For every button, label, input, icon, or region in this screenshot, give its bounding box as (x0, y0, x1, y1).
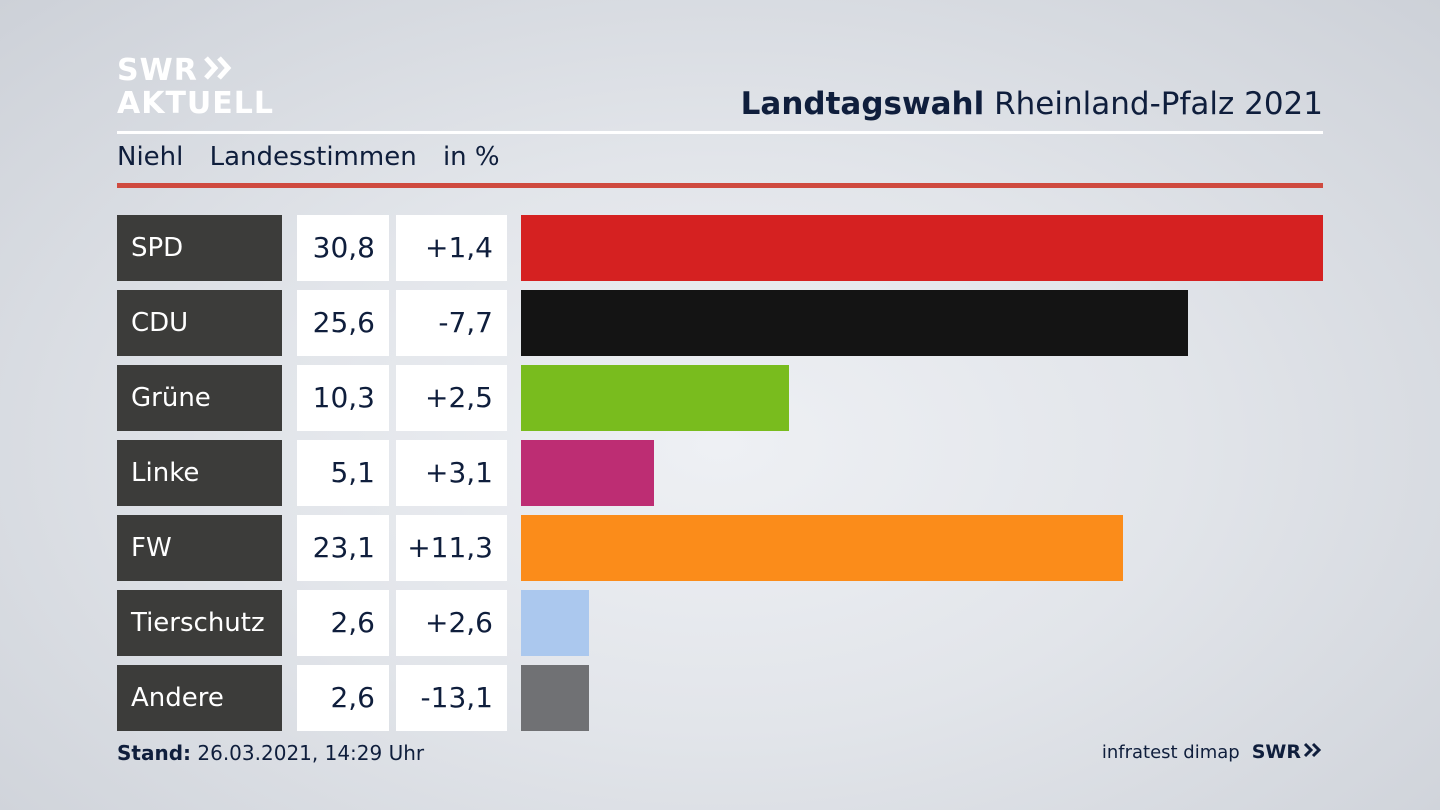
stand-label: Stand: (117, 741, 192, 765)
vote-share-bar (521, 215, 1323, 281)
party-label: Grüne (117, 365, 282, 431)
double-chevron-icon (203, 54, 234, 87)
party-label: SPD (117, 215, 282, 281)
vote-share-value: 5,1 (297, 440, 389, 506)
subtitle-place: Niehl (117, 142, 184, 172)
title-rest: Rheinland-Pfalz 2021 (994, 86, 1323, 122)
vote-change-value: +1,4 (396, 215, 507, 281)
vote-change-value: -13,1 (396, 665, 507, 731)
subtitle: Niehl Landesstimmen in % (117, 142, 518, 172)
vote-change-value: +2,5 (396, 365, 507, 431)
double-chevron-small-icon (1303, 742, 1323, 763)
vote-change-value: +11,3 (396, 515, 507, 581)
result-row: SPD 30,8 +1,4 (117, 215, 1323, 281)
result-row: Linke 5,1 +3,1 (117, 440, 1323, 506)
title-bold: Landtagswahl (740, 86, 985, 122)
logo-swr-text: SWR (117, 53, 198, 88)
party-label: Andere (117, 665, 282, 731)
result-row: CDU 25,6 -7,7 (117, 290, 1323, 356)
vote-change-value: +3,1 (396, 440, 507, 506)
party-label: FW (117, 515, 282, 581)
broadcaster-text: SWR (1251, 741, 1301, 763)
party-label: Linke (117, 440, 282, 506)
vote-share-bar (521, 365, 789, 431)
source-text: infratest dimap (1101, 741, 1240, 763)
vote-share-value: 2,6 (297, 665, 389, 731)
party-label: Tierschutz (117, 590, 282, 656)
vote-share-value: 2,6 (297, 590, 389, 656)
swr-aktuell-logo: SWR AKTUELL (117, 54, 274, 120)
vote-share-bar (521, 590, 589, 656)
subtitle-measure: Landesstimmen (209, 142, 417, 172)
timestamp: Stand: 26.03.2021, 14:29 Uhr (117, 741, 424, 765)
party-label: CDU (117, 290, 282, 356)
vote-share-bar (521, 515, 1123, 581)
vote-share-value: 30,8 (297, 215, 389, 281)
result-row: Grüne 10,3 +2,5 (117, 365, 1323, 431)
vote-share-bar (521, 290, 1188, 356)
vote-share-value: 23,1 (297, 515, 389, 581)
vote-share-bar (521, 665, 589, 731)
result-row: FW 23,1 +11,3 (117, 515, 1323, 581)
logo-aktuell-text: AKTUELL (117, 86, 275, 121)
vote-share-value: 10,3 (297, 365, 389, 431)
header-divider (117, 131, 1323, 134)
stand-value: 26.03.2021, 14:29 Uhr (197, 741, 425, 765)
subtitle-unit: in % (442, 142, 500, 172)
vote-change-value: +2,6 (396, 590, 507, 656)
vote-share-value: 25,6 (297, 290, 389, 356)
vote-share-bar (521, 440, 654, 506)
vote-change-value: -7,7 (396, 290, 507, 356)
result-row: Tierschutz 2,6 +2,6 (117, 590, 1323, 656)
page-title: Landtagswahl Rheinland-Pfalz 2021 (741, 86, 1323, 122)
source-credit: infratest dimap SWR (1102, 741, 1323, 763)
subtitle-divider (117, 183, 1323, 188)
result-row: Andere 2,6 -13,1 (117, 665, 1323, 731)
